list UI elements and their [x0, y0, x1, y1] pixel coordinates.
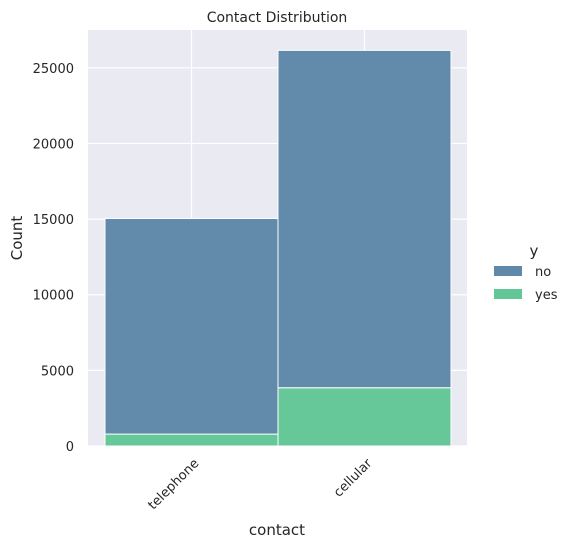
legend-label-no: no: [535, 265, 551, 280]
x-tick-label: telephone: [145, 456, 202, 513]
y-tick-label: 10000: [33, 289, 74, 304]
y-tick-label: 15000: [33, 213, 74, 228]
legend-title: y: [530, 242, 539, 260]
chart-title: Contact Distribution: [207, 10, 348, 26]
bar-yes-telephone: [104, 433, 279, 447]
legend-swatch-yes: [494, 289, 522, 299]
bar-no-telephone: [104, 218, 279, 435]
bar-no-cellular: [277, 49, 452, 389]
bar-yes-cellular: [277, 387, 452, 447]
x-tick-label: cellular: [331, 456, 376, 501]
legend: y no yes: [494, 242, 558, 303]
y-tick-label: 0: [66, 440, 74, 455]
y-tick-label: 5000: [41, 364, 74, 379]
y-tick-label: 20000: [33, 137, 74, 152]
y-tick-label: 25000: [33, 62, 74, 77]
y-tick-labels: 0 5000 10000 15000 20000 25000: [33, 62, 74, 455]
legend-label-yes: yes: [535, 288, 558, 303]
y-axis-label: Count: [8, 216, 26, 261]
x-axis-label: contact: [249, 521, 305, 539]
x-tick-labels: telephone cellular: [145, 456, 375, 513]
bars: [104, 49, 452, 447]
legend-swatch-no: [494, 266, 522, 276]
